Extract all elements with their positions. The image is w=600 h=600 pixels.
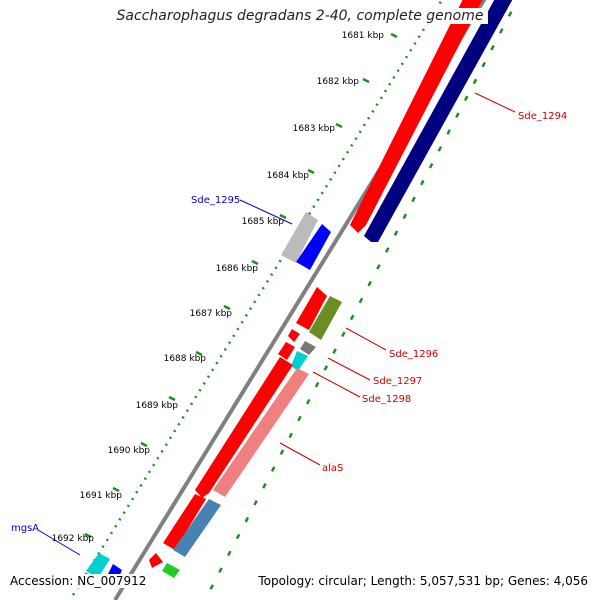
gene-red-small-a[interactable] <box>296 287 327 330</box>
tick-mark-1692 <box>84 532 92 539</box>
tick-label-1690: 1690 kbp <box>108 446 151 456</box>
gene-red-tiny-a[interactable] <box>288 329 300 342</box>
leader-sde-1294 <box>474 92 516 113</box>
tick-label-1688: 1688 kbp <box>164 354 207 364</box>
label-alas[interactable]: alaS <box>322 463 343 474</box>
tick-label-1692: 1692 kbp <box>52 534 95 544</box>
tick-label-1684: 1684 kbp <box>267 171 310 181</box>
map-title: Saccharophagus degradans 2-40, complete … <box>0 8 600 24</box>
leader-mgsa <box>37 529 81 556</box>
tick-mark-1685 <box>279 213 287 220</box>
gene-pink-long[interactable] <box>213 368 309 497</box>
leader-sde-1296 <box>345 327 387 351</box>
gene-blue-small[interactable] <box>296 224 331 270</box>
gene-red-small-b[interactable] <box>278 342 295 360</box>
tick-label-1682: 1682 kbp <box>317 77 360 87</box>
topology-text: Topology: circular; Length: 5,057,531 bp… <box>256 574 590 588</box>
label-sde-1298[interactable]: Sde_1298 <box>362 394 411 405</box>
tick-mark-1691 <box>112 486 120 493</box>
accession-text: Accession: NC_007912 <box>8 574 149 588</box>
tick-label-1687: 1687 kbp <box>190 309 233 319</box>
gene-cyan-small[interactable] <box>291 351 308 371</box>
tick-mark-1689 <box>168 395 176 402</box>
leader-sde-1298 <box>312 371 361 398</box>
tick-mark-1681 <box>390 32 398 39</box>
label-mgsa[interactable]: mgsA <box>11 523 39 534</box>
gene-steelblue[interactable] <box>173 499 221 557</box>
label-sde-1297[interactable]: Sde_1297 <box>373 376 422 387</box>
label-sde-1294[interactable]: Sde_1294 <box>518 111 567 122</box>
gene-darkgrey[interactable] <box>300 341 316 355</box>
map-title-text: Saccharophagus degradans 2-40, complete … <box>112 8 488 24</box>
right-track <box>203 0 519 600</box>
gene-red-long-upper[interactable] <box>350 0 485 233</box>
leader-alas <box>279 442 321 466</box>
gene-grey[interactable] <box>281 212 318 263</box>
tick-label-1686: 1686 kbp <box>216 264 259 274</box>
tick-mark-1688 <box>195 350 203 357</box>
tick-label-1683: 1683 kbp <box>293 124 336 134</box>
gene-red-tiny-b[interactable] <box>149 553 163 568</box>
gene-red-bottom[interactable] <box>163 494 206 550</box>
leader-sde-1295 <box>239 199 293 225</box>
label-sde-1296[interactable]: Sde_1296 <box>389 349 438 360</box>
gene-green[interactable] <box>162 563 180 578</box>
tick-label-1691: 1691 kbp <box>80 491 123 501</box>
tick-mark-1682 <box>362 77 370 84</box>
tick-mark-1690 <box>140 441 148 448</box>
gene-red-long-lower[interactable] <box>195 357 293 498</box>
tick-track <box>68 0 444 600</box>
tick-mark-1686 <box>251 259 259 266</box>
leader-sde-1297 <box>327 357 371 381</box>
gene-olive[interactable] <box>309 296 342 340</box>
gene-cyan-bottom[interactable] <box>86 553 110 578</box>
gene-navy-long[interactable] <box>364 0 515 242</box>
tick-mark-1687 <box>223 304 231 311</box>
tick-label-1681: 1681 kbp <box>342 31 385 41</box>
label-sde-1295[interactable]: Sde_1295 <box>191 195 240 206</box>
tick-label-1685: 1685 kbp <box>242 217 285 227</box>
tick-label-1689: 1689 kbp <box>136 401 179 411</box>
tick-mark-1683 <box>335 122 343 129</box>
tick-mark-1684 <box>307 168 315 175</box>
